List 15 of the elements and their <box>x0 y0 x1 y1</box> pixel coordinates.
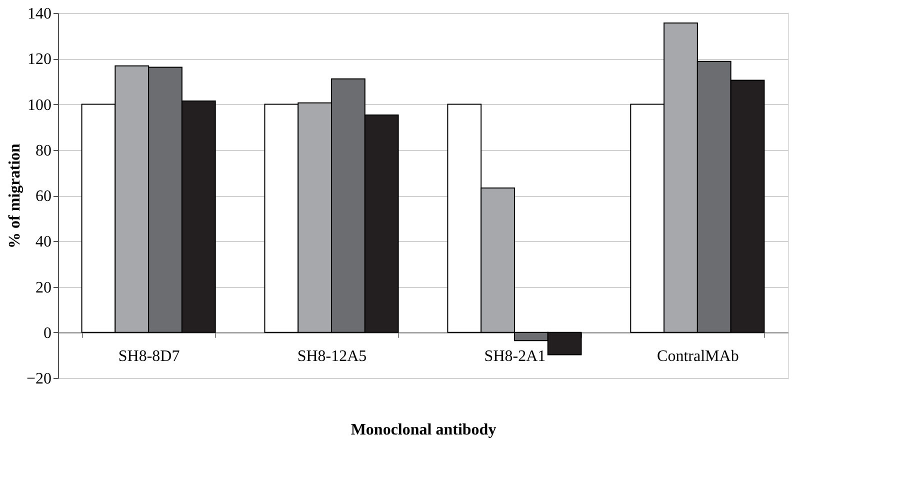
x-tick-label: SH8-8D7 <box>118 348 180 365</box>
y-tick-label: 100 <box>28 96 52 114</box>
y-tick-label: 80 <box>36 142 52 160</box>
x-axis-title: Monoclonal antibody <box>350 422 496 438</box>
y-tick-label: 60 <box>36 188 52 205</box>
y-axis-title: % of migration <box>6 143 24 248</box>
x-tick-label: SH8-2A1 <box>484 348 546 365</box>
y-tick-label: 140 <box>28 6 52 22</box>
y-tick-label: 40 <box>36 234 52 251</box>
x-tick-label: SH8-12A5 <box>297 348 367 365</box>
x-tick-label: ContralMAb <box>657 348 739 365</box>
y-tick-label: 0 <box>44 324 52 342</box>
y-tick-label: −20 <box>26 370 52 388</box>
y-tick-label: 20 <box>36 279 52 296</box>
y-tick-label: 120 <box>28 51 52 68</box>
